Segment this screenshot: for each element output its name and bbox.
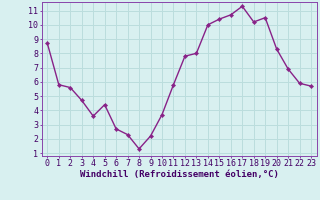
X-axis label: Windchill (Refroidissement éolien,°C): Windchill (Refroidissement éolien,°C) [80,170,279,179]
